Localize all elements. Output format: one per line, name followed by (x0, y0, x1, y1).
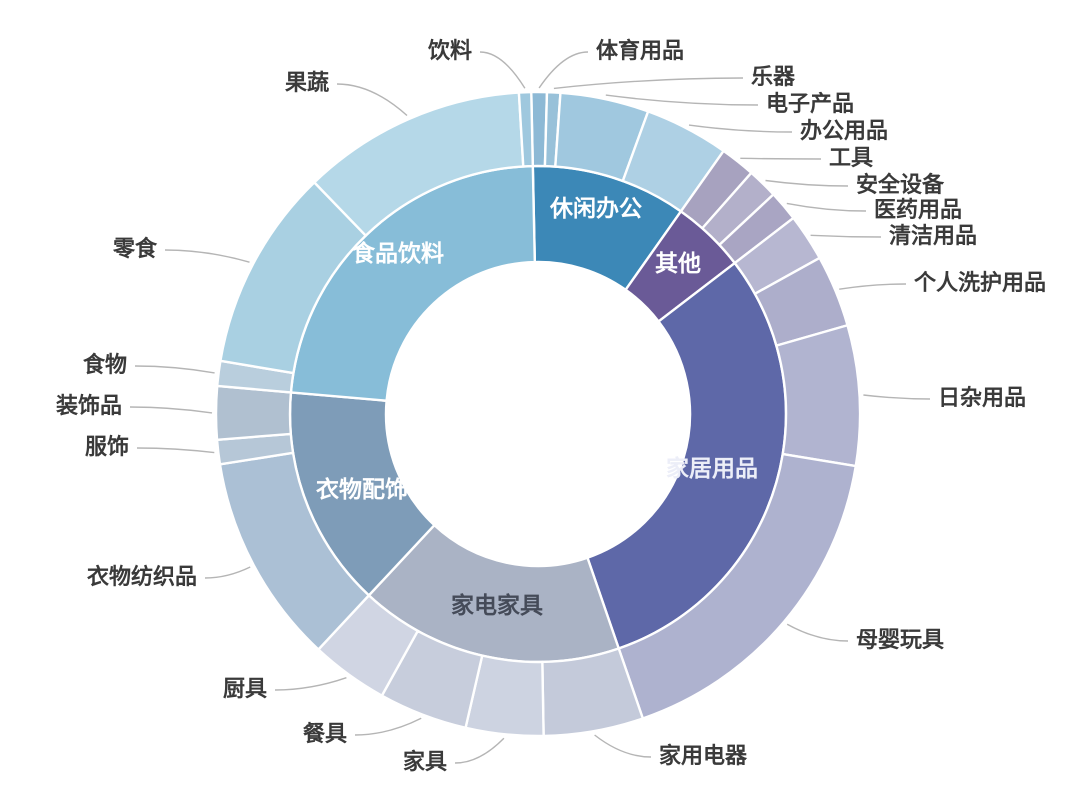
leader-drinks (479, 51, 526, 89)
leader-clothing-textiles (204, 566, 251, 579)
label-leisure-office: 休闲办公 (549, 195, 642, 221)
leader-furniture (454, 737, 505, 764)
leader-kitchenware (274, 677, 347, 691)
label-musical-instruments: 乐器 (751, 64, 796, 89)
leader-daily-sundries (863, 394, 931, 400)
leader-personal-care (839, 283, 907, 290)
leader-office-supplies (688, 124, 793, 133)
label-personal-care: 个人洗护用品 (914, 270, 1046, 295)
label-appliances-furniture: 家电家具 (451, 592, 543, 618)
label-food-beverage: 食品饮料 (352, 240, 444, 266)
leader-household-appliances (594, 734, 652, 758)
label-daily-sundries: 日杂用品 (938, 385, 1026, 410)
slice-daily-sundries[interactable] (775, 324, 862, 468)
label-baby-toys: 母婴玩具 (856, 627, 944, 652)
label-tableware: 餐具 (303, 721, 347, 746)
label-furniture: 家具 (403, 749, 447, 774)
leader-tableware (354, 717, 422, 736)
leader-fruits-vegetables (336, 83, 408, 117)
leader-food (134, 365, 215, 374)
label-home-goods: 家居用品 (666, 455, 758, 481)
label-clothing-accessories: 衣物配饰 (316, 476, 408, 502)
label-other: 其他 (655, 250, 701, 276)
leader-medical-supplies (786, 202, 867, 212)
label-sporting-goods: 体育用品 (596, 38, 684, 63)
leader-cleaning-supplies (810, 234, 882, 238)
leader-apparel (136, 447, 215, 454)
leader-baby-toys (786, 623, 849, 642)
label-electronics: 电子产品 (766, 91, 854, 116)
label-kitchenware: 厨具 (223, 676, 267, 701)
label-safety-equipment: 安全设备 (856, 172, 945, 197)
slice-decorations[interactable] (214, 384, 293, 442)
slice-drinks[interactable] (517, 90, 535, 168)
leader-tools (740, 157, 822, 160)
label-household-appliances: 家用电器 (659, 743, 748, 768)
label-clothing-textiles: 衣物纺织品 (87, 564, 197, 589)
label-drinks: 饮料 (427, 38, 472, 63)
label-cleaning-supplies: 清洁用品 (889, 223, 977, 248)
leader-safety-equipment (765, 179, 849, 187)
leader-electronics (605, 94, 759, 106)
label-decorations: 装饰品 (56, 393, 122, 418)
label-snacks: 零食 (112, 236, 158, 261)
label-office-supplies: 办公用品 (800, 118, 888, 143)
label-medical-supplies: 医药用品 (874, 197, 962, 222)
leader-lines-layer (129, 51, 931, 764)
label-fruits-vegetables: 果蔬 (285, 70, 329, 95)
slices-layer (214, 90, 862, 738)
leader-snacks (164, 249, 250, 263)
label-tools: 工具 (829, 145, 873, 170)
leader-musical-instruments (553, 77, 744, 90)
leader-sporting-goods (538, 51, 589, 89)
label-food: 食物 (83, 352, 127, 377)
leader-decorations (129, 406, 213, 414)
label-apparel: 服饰 (85, 434, 129, 459)
